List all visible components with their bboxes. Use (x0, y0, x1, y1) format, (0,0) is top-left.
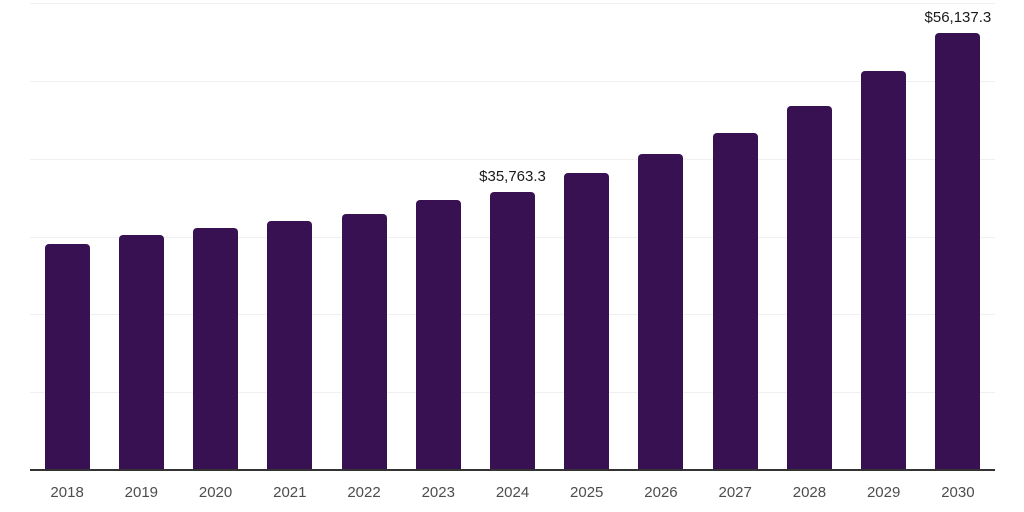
x-tick-label-2021: 2021 (273, 484, 307, 501)
bar-2024 (490, 191, 535, 470)
bar-2019 (118, 234, 164, 470)
x-tick-label-2019: 2019 (124, 484, 159, 501)
x-tick-label-2030: 2030 (941, 484, 975, 501)
x-tick-label-2018: 2018 (50, 484, 84, 501)
bar-2018 (44, 243, 90, 470)
bar-2027 (712, 133, 758, 470)
bar-2030 (935, 33, 981, 470)
value-label-2024: $35,763.3 (479, 167, 546, 185)
plot-area: $35,763.3 $56,137.3 (30, 3, 995, 471)
x-tick-label-2029: 2029 (866, 484, 901, 501)
x-tick-label-2023: 2023 (421, 484, 455, 501)
bar-2025 (564, 173, 610, 470)
bar-2021 (267, 220, 313, 470)
bar-2020 (193, 227, 239, 470)
bar-2029 (861, 71, 907, 470)
x-tick-label-2025: 2025 (570, 484, 604, 501)
gridline (30, 3, 995, 4)
bar-2026 (638, 154, 684, 470)
gridline (30, 80, 995, 82)
x-tick-label-2022: 2022 (347, 484, 381, 501)
x-tick-label-2020: 2020 (198, 484, 233, 501)
gridline (30, 158, 995, 160)
x-tick-label-2028: 2028 (792, 484, 827, 501)
bar-2022 (341, 213, 387, 470)
x-tick-label-2026: 2026 (644, 484, 678, 501)
x-tick-label-2024: 2024 (495, 484, 530, 501)
bar-2028 (786, 106, 832, 470)
bar-2023 (415, 200, 461, 470)
x-tick-label-2027: 2027 (718, 484, 752, 501)
value-label-2030: $56,137.3 (924, 9, 992, 27)
x-axis-line (30, 469, 995, 471)
